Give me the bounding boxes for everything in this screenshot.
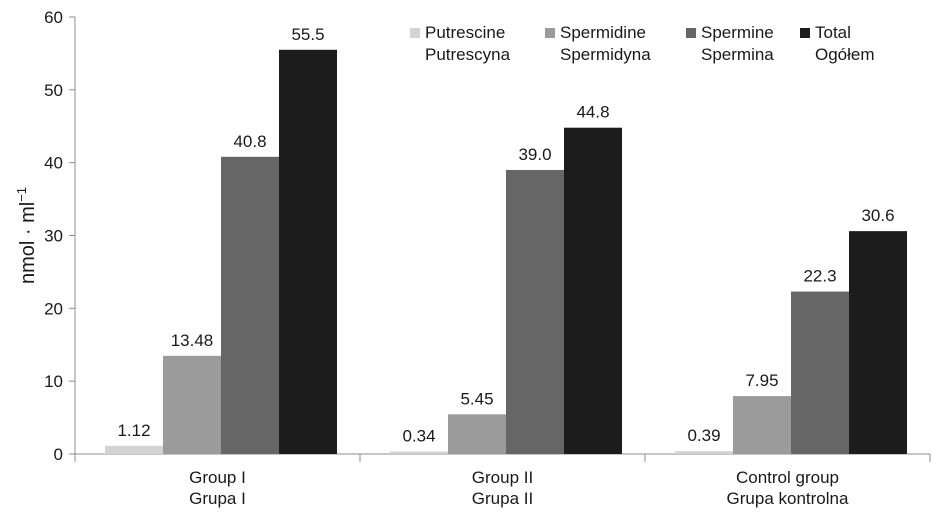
bar <box>390 451 448 454</box>
data-label: 7.95 <box>745 371 778 390</box>
y-tick-label: 40 <box>44 154 63 173</box>
y-tick-label: 20 <box>44 299 63 318</box>
y-tick-label: 0 <box>54 445 63 464</box>
bar <box>221 156 279 454</box>
legend-swatch <box>545 28 555 38</box>
data-label: 55.5 <box>291 25 324 44</box>
bar <box>564 127 622 454</box>
y-tick-label: 30 <box>44 227 63 246</box>
bar <box>163 355 221 454</box>
data-labels: 1.12 13.48 40.8 55.5 0.34 5.45 39.0 44.8 0.39 7.9… <box>117 25 894 446</box>
legend-label: Total Ogółem <box>815 23 875 64</box>
bar <box>448 414 506 454</box>
x-category-label: Control group Grupa kontrolna <box>727 468 849 508</box>
y-axis: 0 10 20 30 40 50 60 <box>44 8 76 464</box>
data-label: 39.0 <box>518 145 551 164</box>
y-tick-label: 10 <box>44 372 63 391</box>
data-label: 0.34 <box>402 427 435 446</box>
bar <box>675 451 733 454</box>
bars <box>105 49 907 455</box>
y-axis-title: nmol · ml−1 <box>14 187 39 284</box>
legend-swatch <box>410 28 420 38</box>
data-label: 40.8 <box>233 132 266 151</box>
legend-swatch <box>686 28 696 38</box>
y-tick-label: 50 <box>44 81 63 100</box>
bar <box>733 396 791 454</box>
bar <box>105 445 163 454</box>
data-label: 30.6 <box>861 206 894 225</box>
y-axis-label: nmol · ml−1 <box>14 187 39 284</box>
legend: Putrescine Putrescyna Spermidine Spermidyna… <box>410 23 875 64</box>
data-label: 1.12 <box>117 421 150 440</box>
bar <box>791 291 849 454</box>
bar <box>279 49 337 455</box>
legend-label: Putrescine Putrescyna <box>425 23 511 64</box>
data-label: 5.45 <box>460 389 493 408</box>
legend-label: Spermidine Spermidyna <box>560 23 651 64</box>
data-label: 22.3 <box>803 267 836 286</box>
data-label: 44.8 <box>576 103 609 122</box>
bar <box>506 169 564 454</box>
legend-swatch <box>800 28 810 38</box>
y-tick-label: 60 <box>44 8 63 27</box>
data-label: 13.48 <box>171 331 214 350</box>
x-category-label: Group I Grupa I <box>189 468 246 508</box>
x-category-label: Group II Grupa II <box>472 468 533 508</box>
data-label: 0.39 <box>687 426 720 445</box>
legend-label: Spermine Spermina <box>701 23 774 64</box>
x-axis: Group I Grupa I Group II Grupa II Control gr… <box>74 453 931 508</box>
bar <box>849 231 907 454</box>
